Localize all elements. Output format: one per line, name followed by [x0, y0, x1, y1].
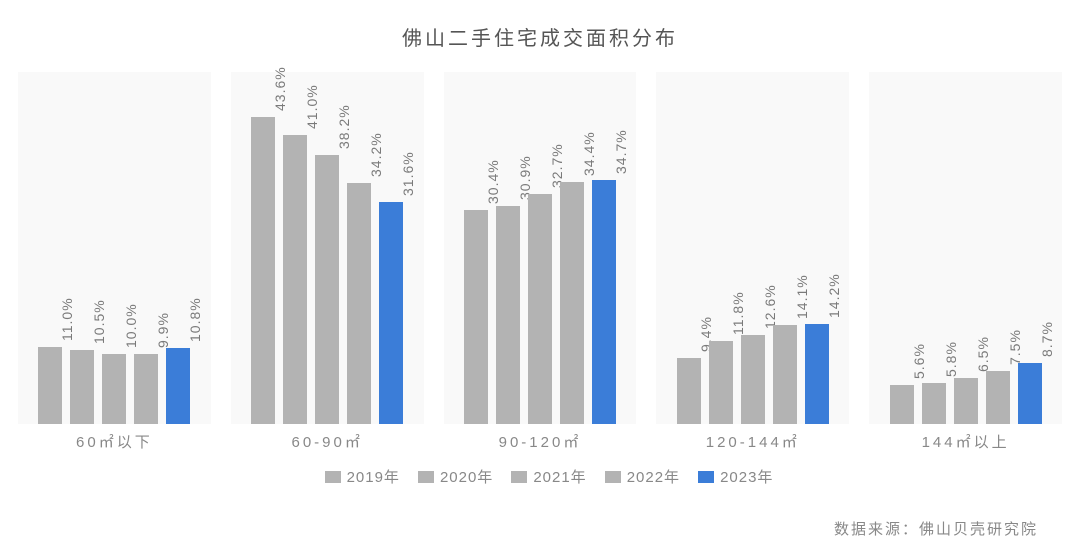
- bar: [677, 358, 701, 424]
- data-label: 11.0%: [59, 297, 75, 341]
- data-label: 10.0%: [123, 303, 139, 348]
- bar: [773, 325, 797, 424]
- legend-swatch: [698, 471, 714, 483]
- data-label: 14.2%: [826, 273, 842, 318]
- data-label: 8.7%: [1039, 321, 1055, 357]
- legend-label: 2022年: [627, 469, 680, 486]
- bar: [251, 117, 275, 424]
- bar: [315, 155, 339, 424]
- category-label: 60-90㎡: [231, 431, 424, 452]
- data-label: 9.9%: [155, 312, 171, 348]
- chart-title: 佛山二手住宅成交面积分布: [0, 0, 1080, 51]
- bar: [70, 350, 94, 424]
- bar: [379, 202, 403, 424]
- category-label: 90-120㎡: [444, 431, 637, 452]
- bar: [496, 206, 520, 424]
- data-label: 5.6%: [911, 343, 927, 379]
- bar: [592, 180, 616, 424]
- legend-swatch: [605, 471, 621, 483]
- data-label: 41.0%: [304, 85, 320, 130]
- bar: [134, 354, 158, 424]
- bar: [166, 348, 190, 424]
- data-label: 31.6%: [400, 151, 416, 196]
- category-label: 144㎡以上: [869, 431, 1062, 452]
- legend-label: 2021年: [533, 469, 586, 486]
- bar: [709, 341, 733, 424]
- legend-label: 2020年: [440, 469, 493, 486]
- data-label: 34.4%: [581, 131, 597, 176]
- legend-label: 2019年: [347, 469, 400, 486]
- bar: [986, 371, 1010, 424]
- bar: [347, 183, 371, 424]
- chart-source: 数据来源：佛山贝壳研究院: [834, 518, 1038, 539]
- data-label: 34.7%: [613, 129, 629, 174]
- bar: [890, 385, 914, 424]
- legend-label: 2023年: [720, 469, 773, 486]
- data-label: 34.2%: [368, 133, 384, 178]
- data-label: 10.5%: [91, 299, 107, 344]
- data-label: 30.4%: [485, 159, 501, 204]
- legend-swatch: [418, 471, 434, 483]
- data-label: 5.8%: [943, 341, 959, 377]
- data-label: 11.8%: [730, 291, 746, 335]
- legend-swatch: [325, 471, 341, 483]
- bar: [741, 335, 765, 424]
- chart-legend: 2019年 2020年 2021年 2022年 2023年: [0, 466, 1080, 487]
- bar: [464, 210, 488, 424]
- data-label: 43.6%: [272, 66, 288, 111]
- bar: [805, 324, 829, 424]
- bar: [922, 383, 946, 424]
- category-label: 120-144㎡: [656, 431, 849, 452]
- bar: [1018, 363, 1042, 424]
- data-label: 38.2%: [336, 104, 352, 149]
- bar: [954, 378, 978, 424]
- bar: [38, 347, 62, 424]
- data-label: 10.8%: [187, 297, 203, 342]
- legend-swatch: [511, 471, 527, 483]
- chart-plot-area: 60㎡以下11.0%10.5%10.0%9.9%10.8%60-90㎡43.6%…: [18, 72, 1062, 452]
- bar: [102, 354, 126, 424]
- data-label: 14.1%: [794, 274, 810, 319]
- category-label: 60㎡以下: [18, 431, 211, 452]
- bar: [528, 194, 552, 424]
- data-label: 12.6%: [762, 285, 778, 330]
- data-label: 6.5%: [975, 336, 991, 372]
- data-label: 7.5%: [1007, 329, 1023, 365]
- bar: [283, 135, 307, 424]
- bar: [560, 182, 584, 424]
